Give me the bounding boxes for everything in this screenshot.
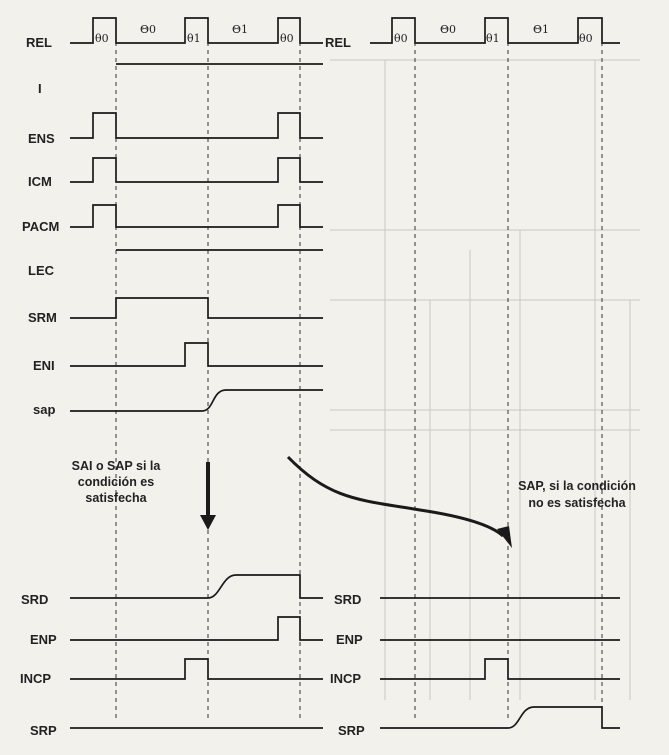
curved-arrow-head-icon bbox=[497, 526, 512, 548]
label-sap: sap bbox=[33, 402, 55, 417]
left-phase-labels: θ0 Θ0 θ1 Θ1 θ0 bbox=[95, 23, 294, 45]
phase-right-1: θ0 bbox=[394, 32, 408, 45]
label-enp-right: ENP bbox=[336, 632, 363, 647]
wave-sap bbox=[70, 389, 323, 412]
label-srd: SRD bbox=[21, 592, 48, 607]
wave-srd bbox=[70, 574, 323, 599]
wave-incp-right bbox=[380, 658, 620, 680]
note-right-line-1: SAP, si la condición bbox=[518, 479, 636, 493]
right-waveforms bbox=[370, 17, 620, 729]
note-left-line-2: condición es bbox=[78, 475, 154, 489]
left-signal-labels: REL I ENS ICM PACM LEC SRM ENI sap SRD E… bbox=[20, 35, 59, 738]
right-signal-labels: REL SRD ENP INCP SRP bbox=[325, 35, 365, 738]
label-incp-right: INCP bbox=[330, 671, 361, 686]
wave-icm bbox=[70, 157, 323, 183]
wave-incp bbox=[70, 658, 323, 680]
label-pacm: PACM bbox=[22, 219, 59, 234]
label-srp-right: SRP bbox=[338, 723, 365, 738]
label-i: I bbox=[38, 81, 42, 96]
label-lec: LEC bbox=[28, 263, 55, 278]
wave-srp-right bbox=[380, 706, 620, 729]
wave-rel bbox=[70, 17, 323, 44]
arrows bbox=[200, 455, 512, 548]
left-waveforms bbox=[70, 17, 323, 729]
note-right-line-2: no es satisfecha bbox=[528, 496, 626, 510]
timing-guides bbox=[115, 18, 603, 718]
label-rel-right: REL bbox=[325, 35, 351, 50]
phase-left-1: θ0 bbox=[95, 32, 109, 45]
label-icm: ICM bbox=[28, 174, 52, 189]
note-left-line-3: satisfecha bbox=[85, 491, 147, 505]
label-srp: SRP bbox=[30, 723, 57, 738]
curved-arrow-shaft bbox=[286, 455, 505, 538]
note-left: SAI o SAP si la condición es satisfecha bbox=[72, 459, 162, 505]
phase-left-4: Θ1 bbox=[232, 23, 248, 36]
phase-right-4: Θ1 bbox=[533, 23, 549, 36]
phase-right-3: θ1 bbox=[486, 32, 500, 45]
wave-enp bbox=[70, 616, 323, 641]
label-rel: REL bbox=[26, 35, 52, 50]
label-srm: SRM bbox=[28, 310, 57, 325]
right-phase-labels: θ0 Θ0 θ1 Θ1 θ0 bbox=[394, 23, 593, 45]
label-eni: ENI bbox=[33, 358, 55, 373]
phase-left-3: θ1 bbox=[187, 32, 201, 45]
phase-right-5: θ0 bbox=[579, 32, 593, 45]
wave-eni bbox=[70, 342, 323, 367]
wave-pacm bbox=[70, 204, 323, 228]
note-right: SAP, si la condición no es satisfecha bbox=[518, 479, 636, 510]
wave-rel-right bbox=[370, 17, 620, 44]
label-ens: ENS bbox=[28, 131, 55, 146]
note-left-line-1: SAI o SAP si la bbox=[72, 459, 162, 473]
phase-left-5: θ0 bbox=[280, 32, 294, 45]
label-srd-right: SRD bbox=[334, 592, 361, 607]
label-incp: INCP bbox=[20, 671, 51, 686]
phase-left-2: Θ0 bbox=[140, 23, 156, 36]
wave-ens bbox=[70, 112, 323, 139]
arrow-down-head-icon bbox=[200, 515, 216, 530]
wave-srm bbox=[70, 297, 323, 319]
label-enp: ENP bbox=[30, 632, 57, 647]
phase-right-2: Θ0 bbox=[440, 23, 456, 36]
show-through-background bbox=[330, 59, 640, 700]
